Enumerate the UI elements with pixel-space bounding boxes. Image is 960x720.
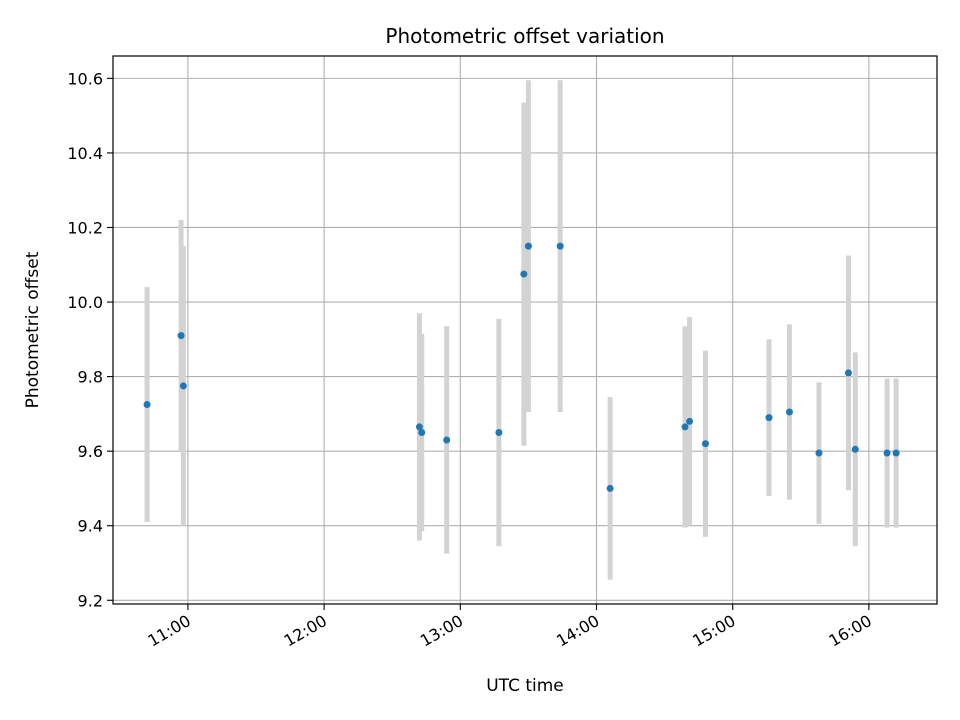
- data-point: [443, 436, 451, 444]
- data-point: [686, 417, 694, 425]
- y-tick-label: 9.4: [78, 517, 103, 536]
- y-tick-label: 9.6: [78, 442, 103, 461]
- data-point: [606, 484, 614, 492]
- data-point: [765, 414, 773, 422]
- y-tick-label: 9.2: [78, 591, 103, 610]
- data-point: [520, 270, 528, 278]
- data-point: [844, 369, 852, 377]
- y-tick-label: 9.8: [78, 368, 103, 387]
- data-point: [177, 332, 185, 340]
- data-points: [143, 242, 900, 492]
- data-point: [418, 429, 426, 437]
- data-point: [892, 449, 900, 457]
- x-axis-title: UTC time: [486, 676, 564, 696]
- y-tick-label: 10.0: [67, 293, 103, 312]
- data-point: [179, 382, 187, 390]
- y-axis: 9.2 9.4 9.6 9.8 10.0 10.2 10.4 10.6: [67, 69, 113, 610]
- plot-frame: [112, 55, 938, 605]
- data-point: [701, 440, 709, 448]
- data-point: [681, 423, 689, 431]
- y-axis-title: Photometric offset: [23, 251, 43, 408]
- y-tick-label: 10.4: [67, 144, 103, 163]
- data-point: [143, 401, 151, 409]
- data-point: [785, 408, 793, 416]
- y-tick-label: 10.6: [67, 69, 103, 88]
- data-point: [495, 429, 503, 437]
- data-point: [415, 423, 423, 431]
- data-point: [851, 445, 859, 453]
- y-tick-label: 10.2: [67, 218, 103, 237]
- data-point: [524, 242, 532, 250]
- data-point: [815, 449, 823, 457]
- data-point: [556, 242, 564, 250]
- chart-title: Photometric offset variation: [385, 24, 664, 48]
- data-point: [883, 449, 891, 457]
